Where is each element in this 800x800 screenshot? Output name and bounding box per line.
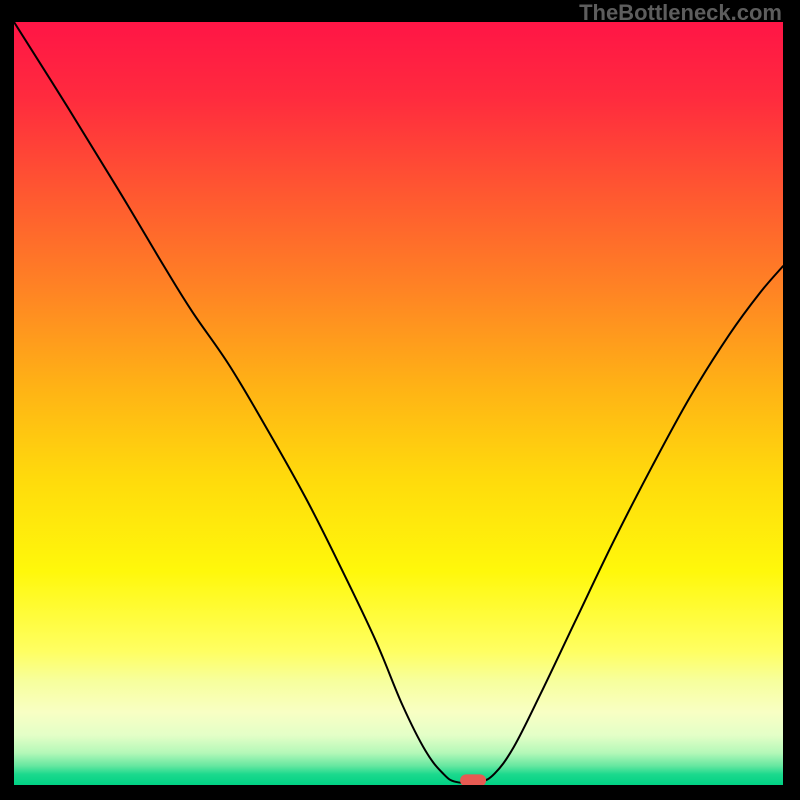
gradient-background <box>14 22 783 785</box>
chart-frame: TheBottleneck.com <box>0 0 800 800</box>
optimal-marker <box>460 774 486 785</box>
plot-area <box>14 22 783 785</box>
chart-svg <box>14 22 783 785</box>
